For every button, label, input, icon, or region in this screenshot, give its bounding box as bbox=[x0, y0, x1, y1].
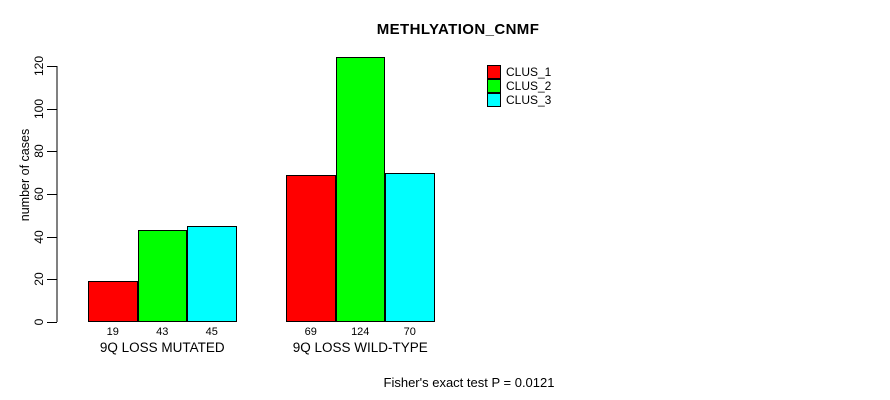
y-tick-label: 80 bbox=[32, 144, 46, 159]
legend-item: CLUS_1 bbox=[487, 65, 551, 79]
y-tick-label: 100 bbox=[32, 98, 46, 119]
bar-clus_3-group1 bbox=[187, 226, 237, 322]
legend-swatch-clus_2 bbox=[487, 79, 501, 93]
legend-swatch-clus_3 bbox=[487, 93, 501, 107]
y-tick-label: 120 bbox=[32, 55, 46, 77]
y-axis-line bbox=[47, 66, 58, 323]
y-tick-label: 20 bbox=[32, 272, 46, 287]
bar-clus_1-group2 bbox=[286, 174, 336, 322]
bar-clus_2-group2 bbox=[335, 57, 385, 322]
bar-clus_2-group1 bbox=[137, 230, 187, 322]
bar-value-label: 45 bbox=[205, 326, 218, 338]
bar-value-label: 69 bbox=[304, 326, 317, 338]
y-tick-label: 0 bbox=[32, 318, 46, 326]
bar-value-label: 124 bbox=[351, 326, 370, 338]
legend-item: CLUS_2 bbox=[487, 79, 551, 93]
annotation-text: Fisher's exact test P = 0.0121 bbox=[383, 375, 555, 390]
bar-value-label: 43 bbox=[156, 326, 169, 338]
group-label: 9Q LOSS MUTATED bbox=[99, 340, 225, 355]
legend-label: CLUS_3 bbox=[506, 93, 552, 107]
bar-value-label: 19 bbox=[106, 326, 119, 338]
y-tick-label: 60 bbox=[32, 187, 46, 201]
legend-item: CLUS_3 bbox=[487, 93, 551, 107]
y-tick-label: 40 bbox=[32, 229, 46, 244]
group-label: 9Q LOSS WILD-TYPE bbox=[292, 340, 428, 355]
legend-label: CLUS_1 bbox=[506, 65, 552, 79]
chart-title: METHLYATION_CNMF bbox=[376, 21, 540, 38]
legend-swatch-clus_1 bbox=[487, 65, 501, 79]
bar-clus_1-group1 bbox=[88, 281, 138, 322]
bar-clus_3-group2 bbox=[385, 172, 435, 322]
legend-label: CLUS_2 bbox=[506, 79, 552, 93]
bar-value-label: 70 bbox=[403, 326, 416, 338]
legend: CLUS_1 CLUS_2 CLUS_3 bbox=[487, 65, 551, 107]
